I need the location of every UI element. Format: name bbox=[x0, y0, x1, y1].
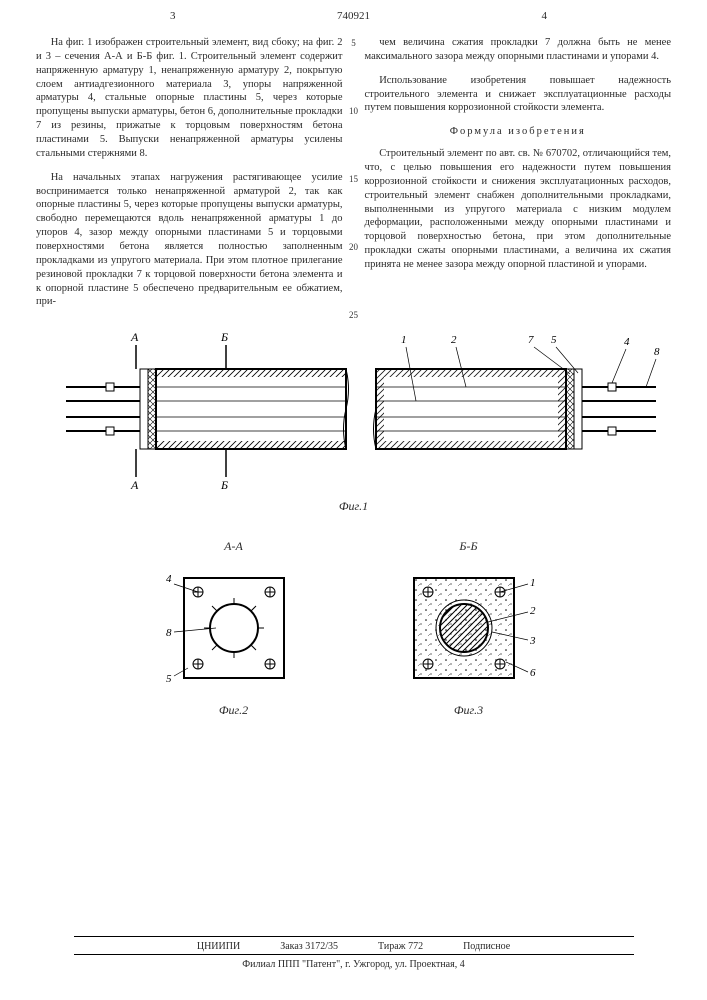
fig1-label: Фиг.1 bbox=[36, 499, 671, 514]
footer-order: Заказ 3172/35 bbox=[280, 941, 338, 952]
figure-3: 1 2 3 6 bbox=[394, 558, 544, 698]
figures-area: А А Б Б bbox=[36, 329, 671, 718]
footer: ЦНИИПИ Заказ 3172/35 Тираж 772 Подписное… bbox=[0, 936, 707, 970]
right-p1: чем величина сжатия прокладки 7 должна б… bbox=[365, 36, 672, 64]
footer-sign: Подписное bbox=[463, 941, 510, 952]
fig1-section-b-top: Б bbox=[220, 330, 228, 344]
fig3-title: Б-Б bbox=[394, 539, 544, 554]
patent-number: 740921 bbox=[337, 10, 370, 22]
right-p3: Строительный элемент по авт. св. № 67070… bbox=[365, 147, 672, 272]
left-p2: На начальных этапах нагружения растягива… bbox=[36, 171, 343, 310]
fig1-section-a-top: А bbox=[130, 330, 139, 344]
fig3-label: Фиг.3 bbox=[394, 703, 544, 718]
fig2-callout-5: 5 bbox=[166, 673, 172, 685]
fig3-callout-6: 6 bbox=[530, 667, 536, 679]
fig2-callout-8: 8 bbox=[166, 627, 172, 639]
left-p1: На фиг. 1 изображен строительный элемент… bbox=[36, 36, 343, 161]
fig1-callout-4: 4 bbox=[624, 336, 630, 348]
page-num-right: 4 bbox=[542, 10, 548, 22]
fig1-callout-5: 5 bbox=[551, 334, 557, 346]
figure-2: 4 8 5 bbox=[164, 558, 304, 698]
footer-tirazh: Тираж 772 bbox=[378, 941, 423, 952]
fig1-callout-2: 2 bbox=[451, 334, 457, 346]
fig3-callout-1: 1 bbox=[530, 577, 536, 589]
fig1-section-b-bot: Б bbox=[220, 478, 228, 492]
left-column: На фиг. 1 изображен строительный элемент… bbox=[36, 36, 343, 319]
fig3-callout-3: 3 bbox=[529, 635, 536, 647]
fig1-section-a-bot: А bbox=[130, 478, 139, 492]
footer-org: ЦНИИПИ bbox=[197, 941, 240, 952]
page-num-left: 3 bbox=[170, 10, 176, 22]
fig2-label: Фиг.2 bbox=[164, 703, 304, 718]
footer-address: Филиал ППП "Патент", г. Ужгород, ул. Про… bbox=[0, 959, 707, 970]
right-column: чем величина сжатия прокладки 7 должна б… bbox=[365, 36, 672, 319]
formula-title: Формула изобретения bbox=[365, 125, 672, 139]
fig1-callout-7: 7 bbox=[528, 334, 534, 346]
fig1-callout-1: 1 bbox=[401, 334, 407, 346]
line-markers: 5 10 15 20 25 bbox=[345, 38, 363, 378]
fig1-callout-8: 8 bbox=[654, 346, 660, 358]
fig2-title: А-А bbox=[164, 539, 304, 554]
fig3-callout-2: 2 bbox=[530, 605, 536, 617]
right-p2: Использование изобретения повышает надеж… bbox=[365, 74, 672, 116]
fig2-callout-4: 4 bbox=[166, 573, 172, 585]
